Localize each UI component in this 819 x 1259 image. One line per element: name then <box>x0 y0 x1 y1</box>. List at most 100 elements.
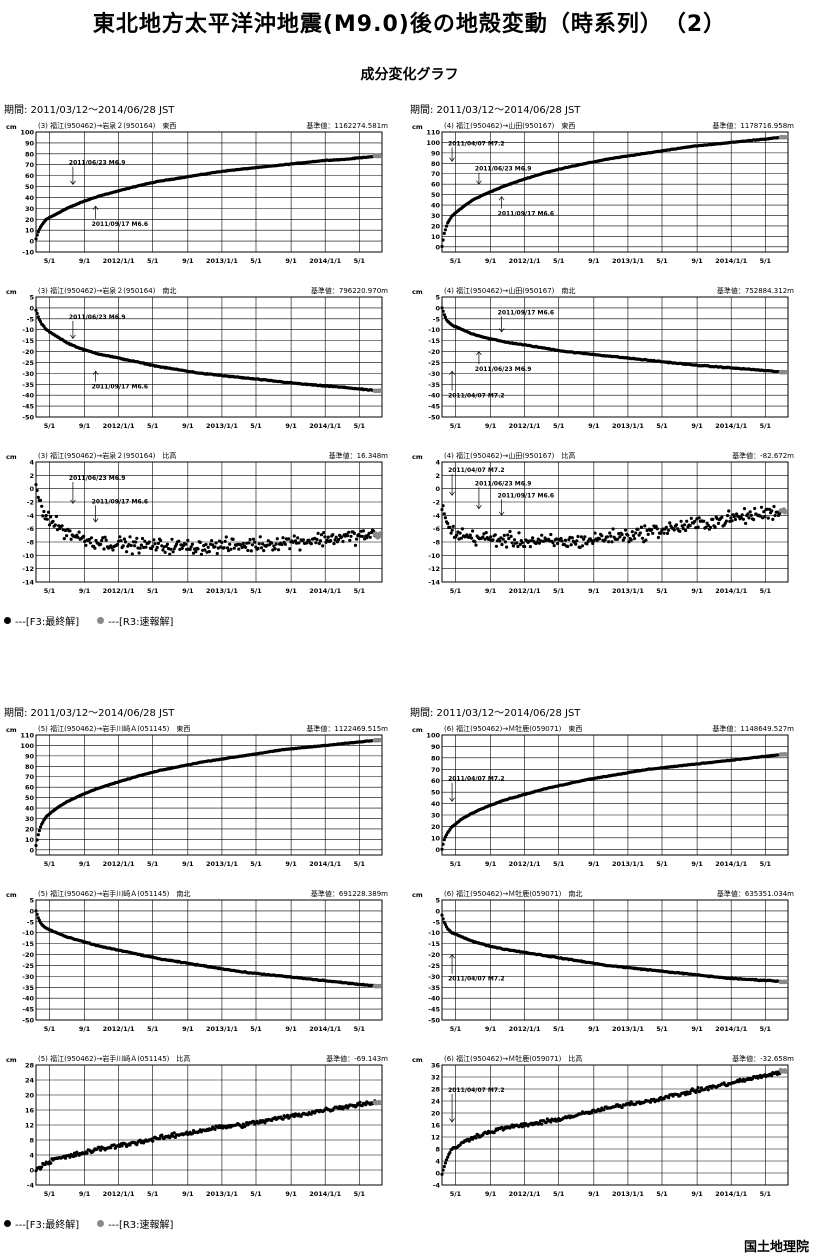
data-point <box>585 542 589 546</box>
data-point <box>138 546 142 550</box>
annotation-arrowhead <box>92 518 99 523</box>
x-tick-label: 2014/1/1 <box>715 422 747 430</box>
legend-final-icon <box>4 1220 11 1227</box>
chart-title: (4) 福江(950462)→山田(950167) 比高 <box>444 451 575 460</box>
y-tick-label: 60 <box>431 777 441 785</box>
annotation-label: 2011/09/17 M6.6 <box>498 309 554 316</box>
data-point <box>89 536 94 540</box>
data-point <box>681 527 685 531</box>
x-tick-label: 9/1 <box>79 587 91 595</box>
data-point <box>207 550 211 554</box>
annotation-label: 2011/04/07 M7.2 <box>448 392 504 399</box>
y-tick-label: -35 <box>428 984 440 992</box>
data-point <box>144 545 148 549</box>
x-tick-label: 5/1 <box>553 1190 565 1198</box>
data-point <box>643 524 647 528</box>
data-point <box>763 515 767 519</box>
data-point <box>531 536 535 540</box>
y-tick-label: -45 <box>428 403 440 411</box>
x-tick-label: 9/1 <box>285 860 297 868</box>
data-point <box>35 233 39 237</box>
data-point <box>648 1100 653 1104</box>
y-tick-label: -30 <box>428 973 440 981</box>
data-point <box>60 524 64 528</box>
data-point <box>220 540 224 544</box>
data-point <box>253 540 257 544</box>
data-point <box>135 536 139 540</box>
data-point <box>177 539 181 543</box>
data-point <box>523 545 527 549</box>
y-tick-label: 60 <box>25 784 35 792</box>
reference-value: 基準値：-82.672m <box>732 451 794 460</box>
series-final <box>34 154 377 241</box>
y-tick-label: 10 <box>25 836 35 844</box>
series-final <box>440 504 783 549</box>
data-point <box>35 838 39 842</box>
x-tick-label: 2014/1/1 <box>715 257 747 265</box>
x-tick-label: 5/1 <box>656 422 668 430</box>
y-tick-label: 40 <box>25 194 35 202</box>
y-tick-label: 40 <box>431 800 441 808</box>
x-tick-label: 9/1 <box>588 257 600 265</box>
y-tick-label: -50 <box>428 414 440 422</box>
data-point <box>321 544 325 548</box>
y-tick-label: 110 <box>426 129 440 137</box>
reference-value: 基準値：635351.034m <box>717 889 794 898</box>
data-point <box>442 838 446 842</box>
x-tick-label: 2013/1/1 <box>206 860 238 868</box>
x-tick-label: 2013/1/1 <box>612 1190 644 1198</box>
series-quick <box>372 737 383 743</box>
chart-title: (6) 福江(950462)→Ｍ牡鹿(059071) 東西 <box>444 724 582 733</box>
data-point <box>288 547 292 551</box>
data-point <box>592 539 596 543</box>
legend-final-label: ---[F3:最終解] <box>15 1220 80 1231</box>
data-point <box>575 539 579 543</box>
data-point <box>129 543 133 548</box>
data-point <box>696 525 700 529</box>
data-point <box>319 533 324 537</box>
data-point <box>348 538 352 542</box>
data-point <box>283 542 287 546</box>
y-tick-label: 12 <box>25 1122 34 1130</box>
x-tick-label: 2014/1/1 <box>715 860 747 868</box>
chart-title: (6) 福江(950462)→Ｍ牡鹿(059071) 南北 <box>444 889 582 898</box>
data-point <box>154 548 158 552</box>
data-point <box>471 529 475 533</box>
y-tick-label: -50 <box>22 414 34 422</box>
data-point <box>172 1131 176 1135</box>
data-point <box>157 1137 162 1141</box>
data-point <box>44 514 48 518</box>
data-point <box>172 547 176 551</box>
data-point <box>137 551 141 555</box>
data-point <box>611 527 615 531</box>
data-point <box>659 531 663 535</box>
y-tick-label: 5 <box>435 294 440 302</box>
series-final <box>34 483 377 556</box>
chart-title: (6) 福江(950462)→Ｍ牡鹿(059071) 比高 <box>444 1054 582 1063</box>
data-point <box>443 315 447 319</box>
y-tick-label: 20 <box>431 222 441 230</box>
data-point <box>560 539 564 543</box>
data-point <box>460 527 464 531</box>
data-point <box>762 510 766 514</box>
data-point <box>580 544 585 548</box>
data-point-quick <box>377 153 383 159</box>
x-tick-label: 2014/1/1 <box>309 1025 341 1033</box>
annotation-label: 2011/04/07 M7.2 <box>448 141 504 148</box>
data-point <box>246 548 250 553</box>
data-point <box>559 536 563 541</box>
data-point <box>440 913 444 917</box>
data-point <box>83 539 87 544</box>
reference-value: 基準値：-69.143m <box>326 1054 388 1063</box>
data-point <box>778 512 782 516</box>
annotation-arrowhead <box>70 334 76 340</box>
reference-value: 基準値：1148649.527m <box>712 724 794 733</box>
y-tick-label: -12 <box>428 565 440 573</box>
y-tick-label: -45 <box>22 1006 34 1014</box>
data-point <box>118 535 122 539</box>
x-tick-label: 5/1 <box>450 860 462 868</box>
data-point <box>668 521 672 525</box>
data-point <box>196 547 200 551</box>
y-tick-label: 0 <box>435 846 440 854</box>
data-point <box>102 547 106 551</box>
